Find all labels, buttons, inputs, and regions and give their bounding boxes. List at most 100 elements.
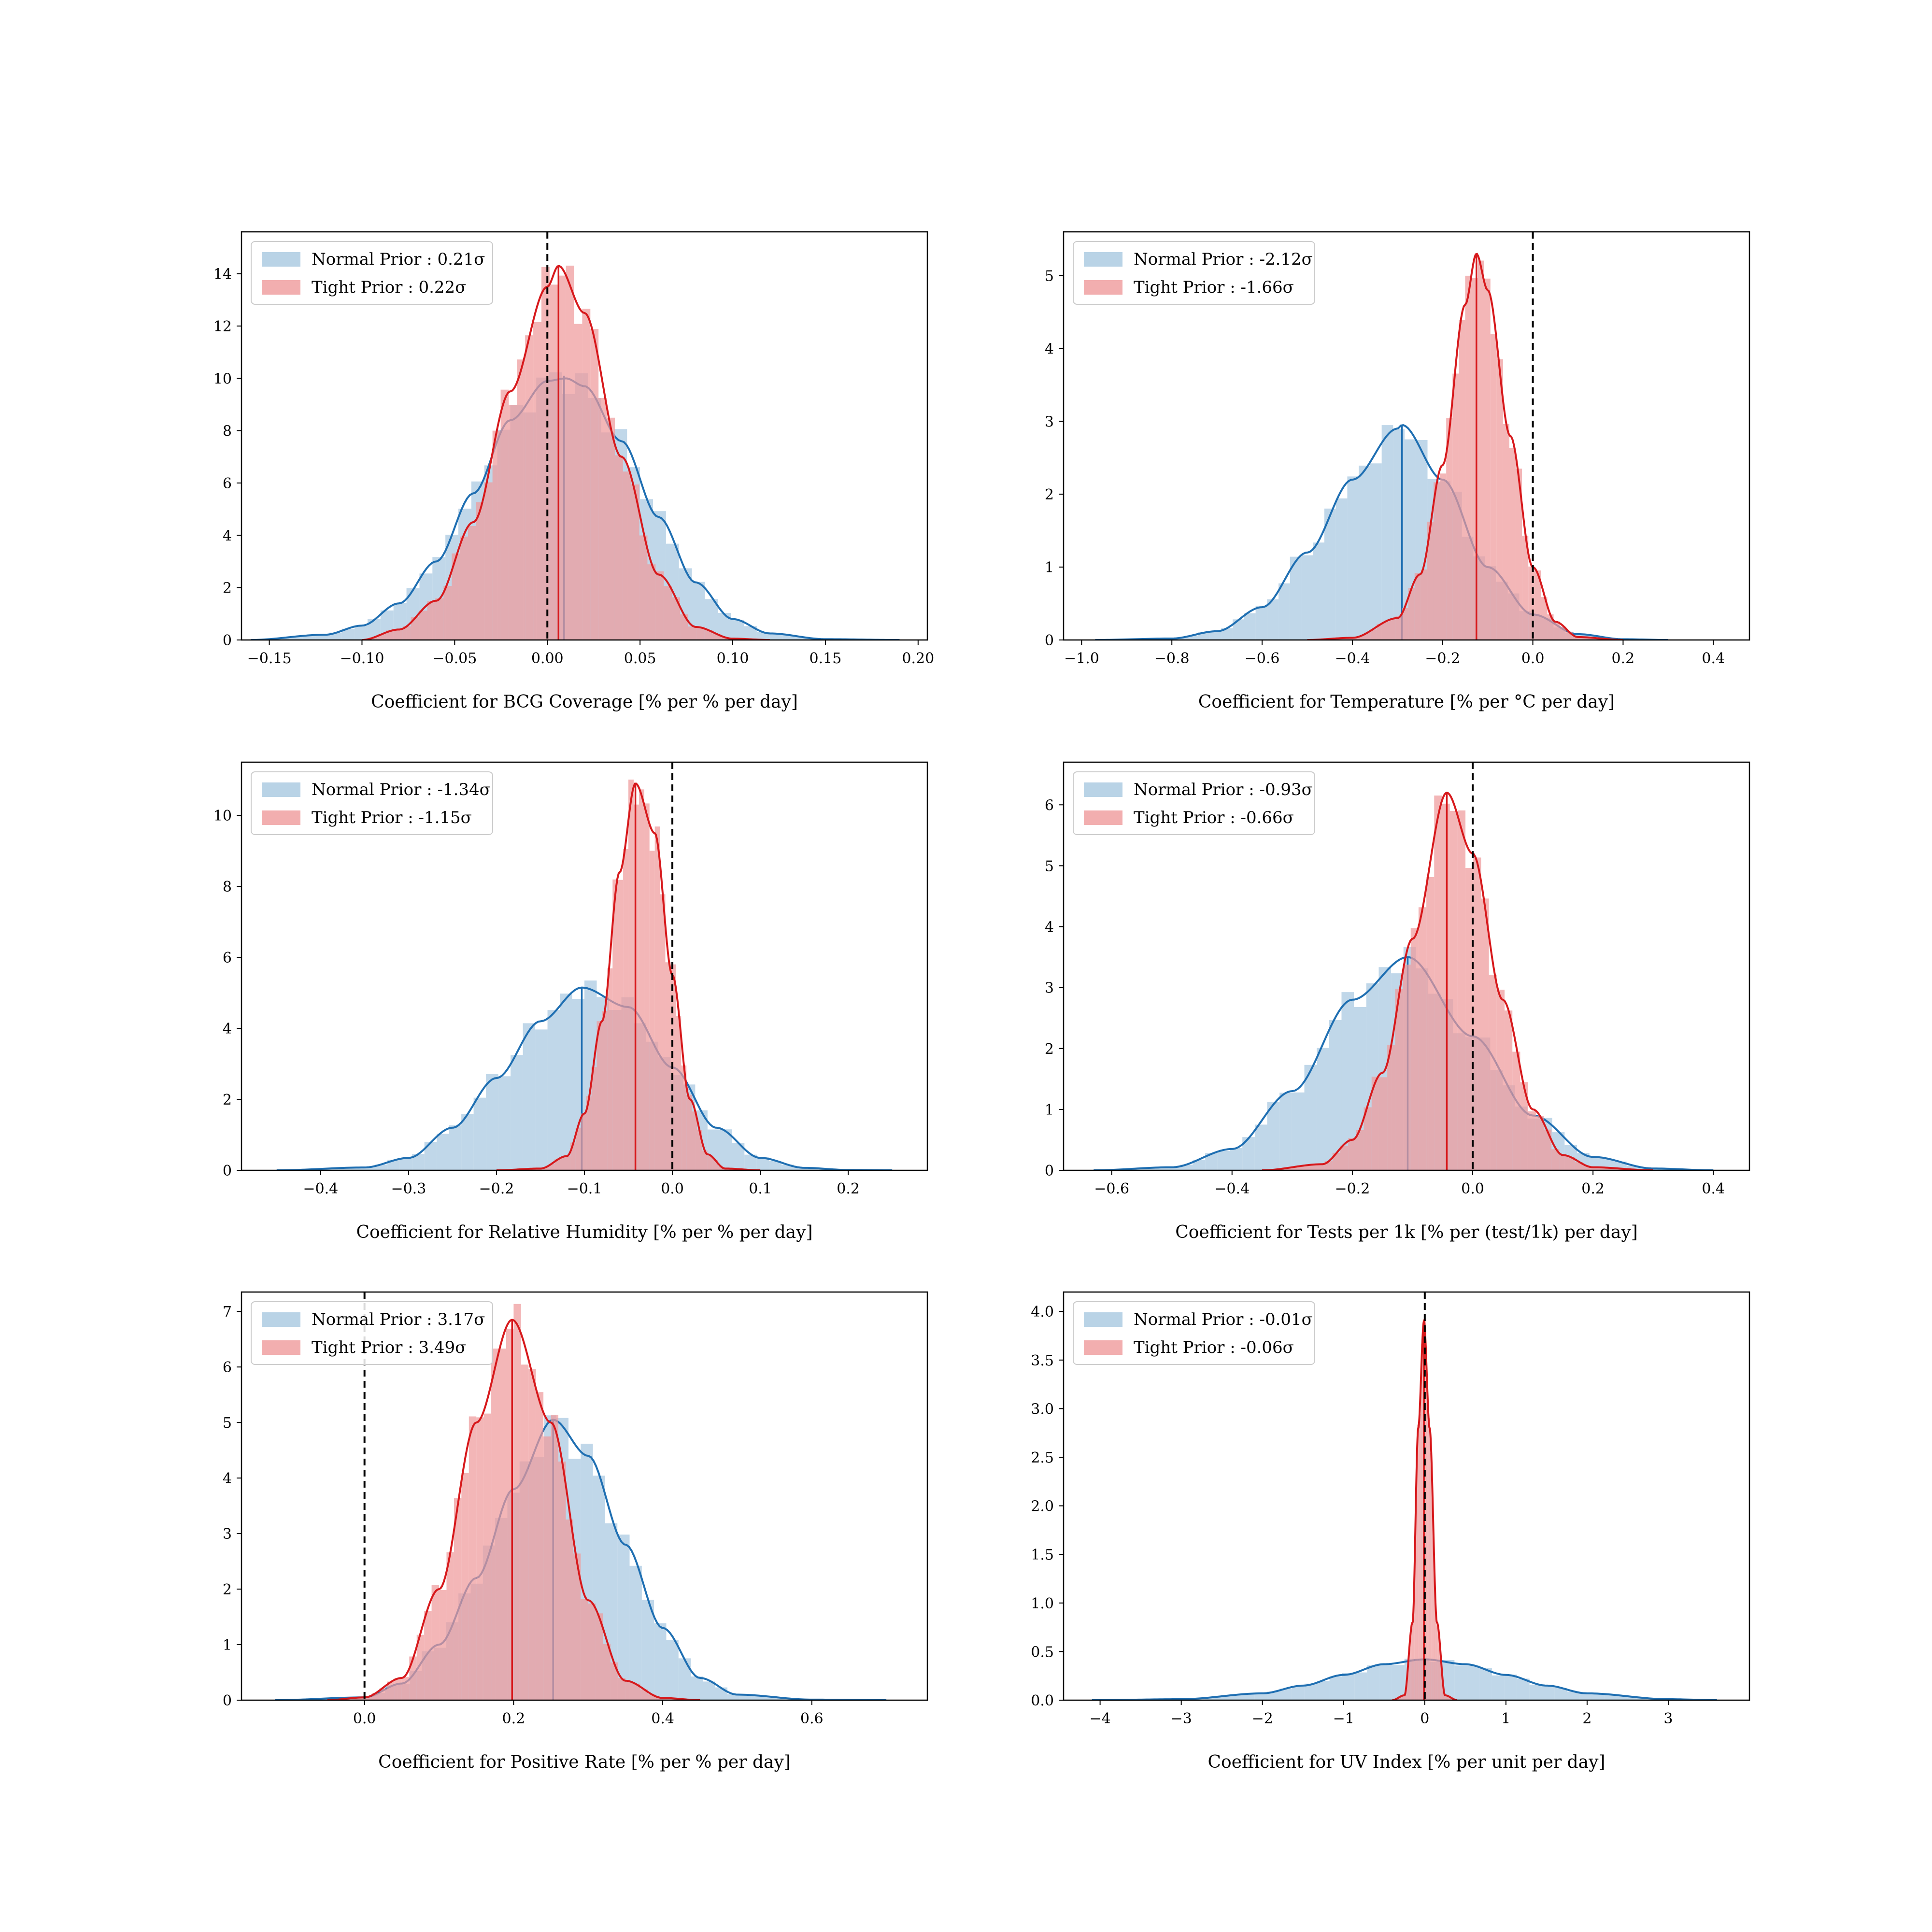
- tight-prior-hist-bar: [386, 630, 395, 640]
- x-tick-label: 0.0: [661, 1180, 684, 1197]
- x-axis-label: Coefficient for Positive Rate [% per % p…: [378, 1752, 791, 1772]
- normal-prior-kde-line: [1095, 424, 1668, 640]
- tight-prior-hist-bar: [1547, 614, 1554, 640]
- tight-prior-hist-bar: [597, 1021, 602, 1170]
- tight-prior-hist-bar: [582, 309, 591, 640]
- normal-prior-hist-bar: [666, 1640, 679, 1700]
- normal-prior-hist-bar: [461, 1114, 474, 1170]
- x-tick-label: −0.2: [479, 1180, 514, 1197]
- tight-prior-hist-bar: [612, 879, 618, 1170]
- tight-prior-hist-bar: [1436, 1625, 1438, 1700]
- tight-prior-hist-bar: [1572, 637, 1579, 640]
- tight-prior-hist-bar: [1317, 1165, 1325, 1170]
- tight-prior-kde-line: [496, 782, 761, 1170]
- tight-prior-hist-bar: [558, 1461, 566, 1700]
- tight-prior-hist-bar: [1591, 638, 1598, 640]
- tight-prior-hist-bar: [1427, 1402, 1429, 1700]
- tight-prior-hist-bar: [712, 1160, 718, 1170]
- tight-prior-hist-bar: [663, 1698, 670, 1700]
- tight-prior-hist-bar: [696, 626, 705, 640]
- x-tick-label: −0.6: [1094, 1180, 1129, 1197]
- tight-prior-hist-bar: [1452, 373, 1459, 640]
- y-tick-label: 3.0: [1031, 1401, 1054, 1418]
- y-tick-label: 5: [223, 1415, 232, 1432]
- legend: Normal Prior : -2.12σ Tight Prior : -1.66…: [1073, 241, 1315, 305]
- normal-prior-hist-bar: [1367, 1665, 1380, 1700]
- normal-prior-hist-bar: [1567, 1691, 1580, 1700]
- x-tick-label: −0.2: [1335, 1180, 1370, 1197]
- tight-prior-hist-bar: [446, 1552, 454, 1700]
- tight-prior-hist-bar: [707, 1156, 713, 1170]
- tight-prior-hist-bar: [1428, 1418, 1430, 1700]
- y-tick-label: 0.5: [1031, 1644, 1054, 1661]
- tight-prior-hist-bar: [513, 1304, 521, 1700]
- y-tick-label: 1.5: [1031, 1547, 1054, 1563]
- normal-prior-hist-bar: [703, 1681, 715, 1700]
- normal-prior-hist-bar: [1221, 628, 1233, 640]
- y-tick-label: 7: [223, 1304, 232, 1321]
- tight-prior-hist-bar: [633, 804, 639, 1170]
- tight-prior-hist-bar: [590, 329, 599, 640]
- tight-prior-hist-bar: [1449, 810, 1458, 1170]
- tight-prior-hist-bar: [628, 780, 634, 1170]
- tight-prior-hist-bar: [1606, 1167, 1614, 1170]
- normal-prior-legend-label: Normal Prior : -1.34σ: [312, 780, 491, 799]
- normal-prior-hist-bar: [1317, 1048, 1329, 1170]
- y-tick-label: 2: [223, 580, 232, 597]
- plot-area: [1094, 762, 1714, 1170]
- tight-prior-hist-bar: [1449, 1697, 1451, 1700]
- tight-prior-hist-bar: [681, 1065, 687, 1170]
- tight-prior-hist-bar: [1575, 1162, 1583, 1170]
- normal-prior-legend-label: Normal Prior : 0.21σ: [312, 250, 485, 269]
- tight-prior-legend-label: Tight Prior : -0.66σ: [1134, 808, 1294, 827]
- tight-prior-hist-bar: [1481, 898, 1489, 1170]
- tight-prior-hist-bar: [1446, 418, 1453, 640]
- x-tick-label: 0.0: [1521, 650, 1545, 667]
- normal-prior-hist-bar: [1304, 1065, 1317, 1170]
- tight-prior-hist-bar: [1614, 1168, 1622, 1170]
- tight-prior-hist-bar: [1528, 1111, 1536, 1170]
- tight-prior-hist-bar: [574, 324, 582, 640]
- tight-prior-hist-bar: [1582, 1165, 1591, 1170]
- tight-prior-hist-bar: [409, 1656, 417, 1700]
- tight-prior-hist-bar: [1432, 1522, 1434, 1700]
- tight-prior-hist-bar: [603, 1644, 611, 1700]
- x-tick-label: 0.4: [1702, 650, 1725, 667]
- x-tick-label: 0.1: [749, 1180, 772, 1197]
- plot-area: [275, 1292, 887, 1700]
- tight-prior-hist-bar: [509, 405, 517, 640]
- normal-prior-hist-bar: [1639, 1167, 1651, 1170]
- x-tick-label: −0.15: [247, 650, 292, 667]
- tight-prior-hist-bar: [1444, 1695, 1446, 1700]
- normal-prior-legend-label: Normal Prior : -2.12σ: [1134, 250, 1313, 269]
- x-tick-label: −0.8: [1154, 650, 1190, 667]
- tight-prior-hist-bar: [533, 322, 541, 640]
- tight-prior-hist-bar: [633, 1683, 640, 1700]
- x-tick-label: 0.20: [902, 650, 934, 667]
- normal-prior-hist-bar: [1604, 1694, 1617, 1700]
- tight-prior-hist-bar: [394, 1678, 402, 1700]
- tight-prior-kde-line: [1262, 792, 1653, 1170]
- plot-area: [1092, 1292, 1717, 1700]
- normal-prior-hist-bar: [1342, 1673, 1355, 1700]
- tight-prior-hist-bar: [1371, 1077, 1379, 1170]
- tight-prior-hist-bar: [655, 1697, 663, 1700]
- tight-prior-hist-bar: [1445, 1695, 1447, 1700]
- tight-prior-hist-bar: [1414, 1539, 1416, 1700]
- tight-prior-hist-bar: [483, 1413, 492, 1700]
- tight-prior-hist-bar: [1553, 621, 1560, 640]
- chart-panel-5: 0.0 0.2 0.4 0.6 0 1 2 3 4 5 6 7 Coefficient for Posi…: [223, 1291, 928, 1772]
- normal-prior-hist-bar: [1329, 1020, 1342, 1170]
- normal-prior-hist-bar: [1229, 1694, 1242, 1700]
- tight-prior-legend-label: Tight Prior : 3.49σ: [312, 1338, 466, 1357]
- tight-prior-hist-bar: [1351, 638, 1358, 640]
- axes-frame: [241, 231, 928, 641]
- tight-prior-hist-bar: [607, 417, 615, 640]
- normal-prior-legend-label: Normal Prior : -0.01σ: [1134, 1310, 1313, 1329]
- tight-prior-hist-bar: [1356, 1130, 1364, 1170]
- x-tick-label: −1.0: [1064, 650, 1099, 667]
- tight-prior-hist-bar: [618, 880, 624, 1170]
- tight-prior-hist-bar: [1448, 1696, 1449, 1700]
- tight-prior-hist-bar: [1408, 588, 1415, 640]
- tight-prior-hist-bar: [1421, 569, 1427, 640]
